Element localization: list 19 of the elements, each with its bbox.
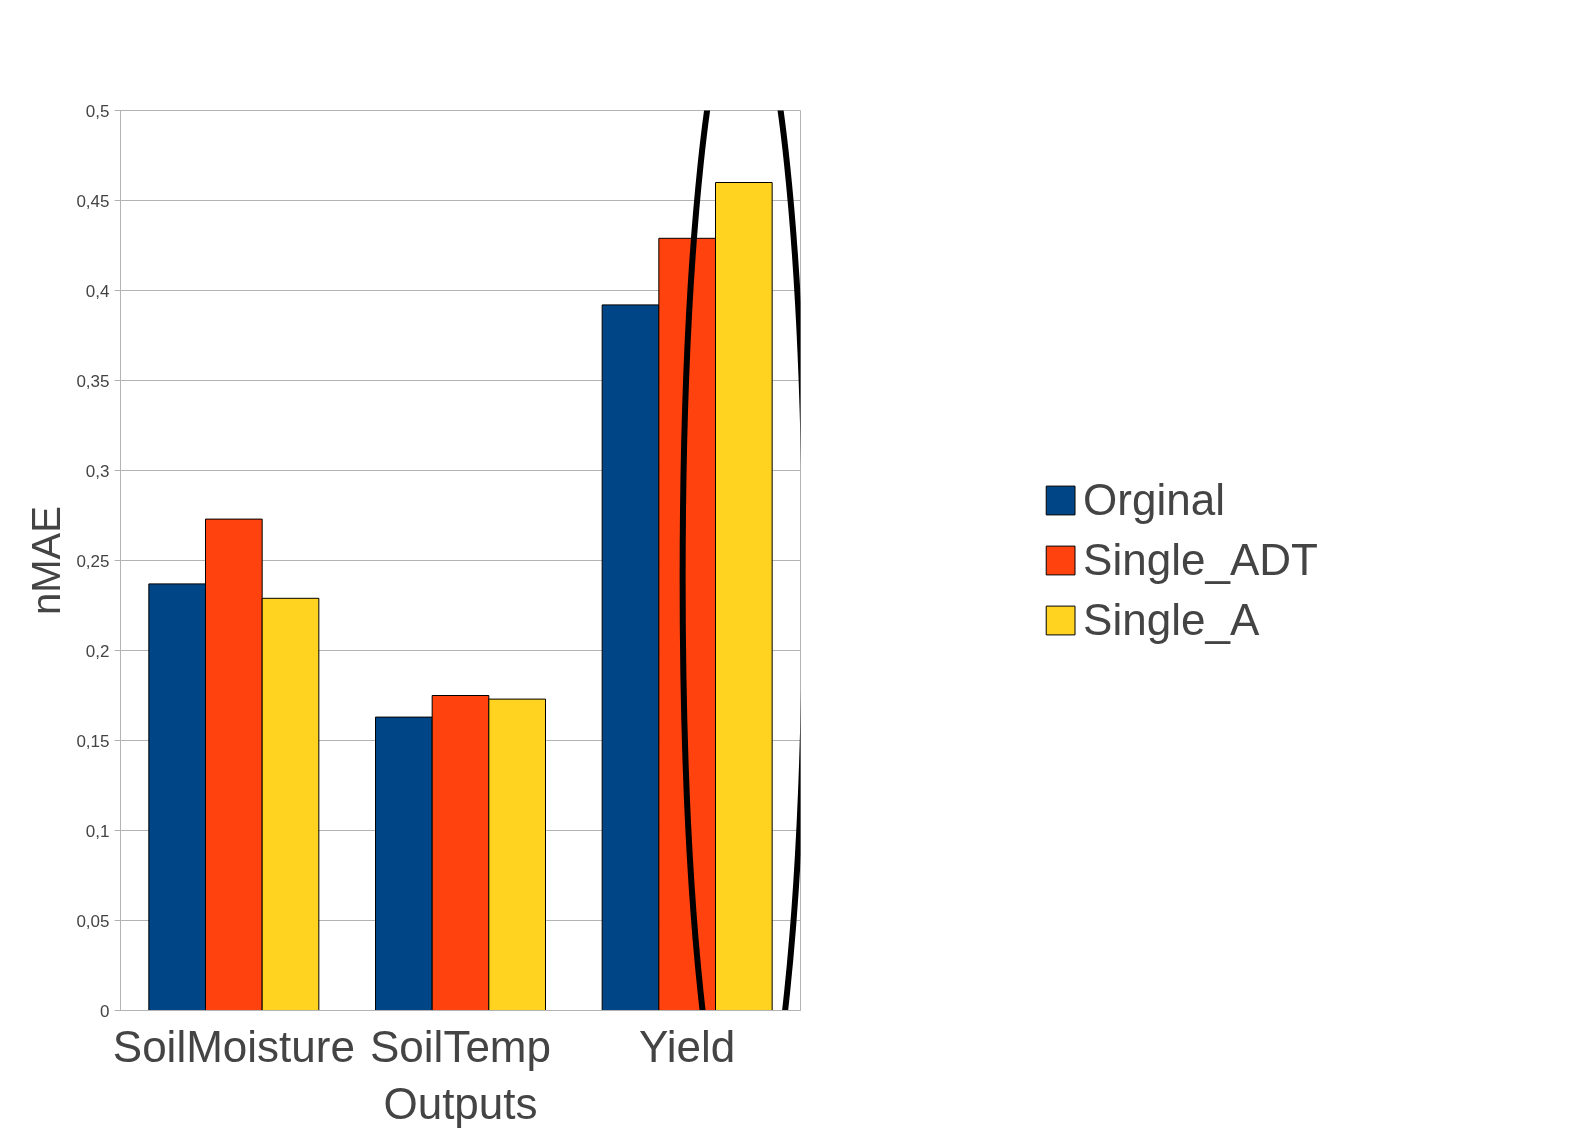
y-tick-label: 0,4 (85, 281, 110, 301)
x-tick-label: SoilTemp (370, 1021, 551, 1071)
x-tick-label: Yield (639, 1021, 736, 1071)
y-tick-label: 0,5 (85, 101, 110, 121)
y-tick-label: 0,1 (85, 821, 110, 841)
legend-label: Single_ADT (1083, 535, 1318, 585)
x-tick-label: SoilMoisture (112, 1021, 355, 1071)
y-tick-label: 0 (100, 1001, 110, 1021)
legend-label: Single_A (1083, 595, 1260, 645)
y-axis-title: nMAE (24, 506, 69, 615)
y-tick-label: 0,25 (76, 551, 110, 571)
y-tick-label: 0,05 (76, 911, 110, 931)
y-tick-label: 0,35 (76, 371, 110, 391)
legend-label: Orginal (1083, 475, 1225, 525)
y-tick-label: 0,45 (76, 191, 110, 211)
y-tick-label: 0,3 (85, 461, 110, 481)
x-axis-title: Outputs (383, 1078, 538, 1128)
y-tick-label: 0,15 (76, 731, 110, 751)
y-tick-label: 0,2 (85, 641, 110, 661)
